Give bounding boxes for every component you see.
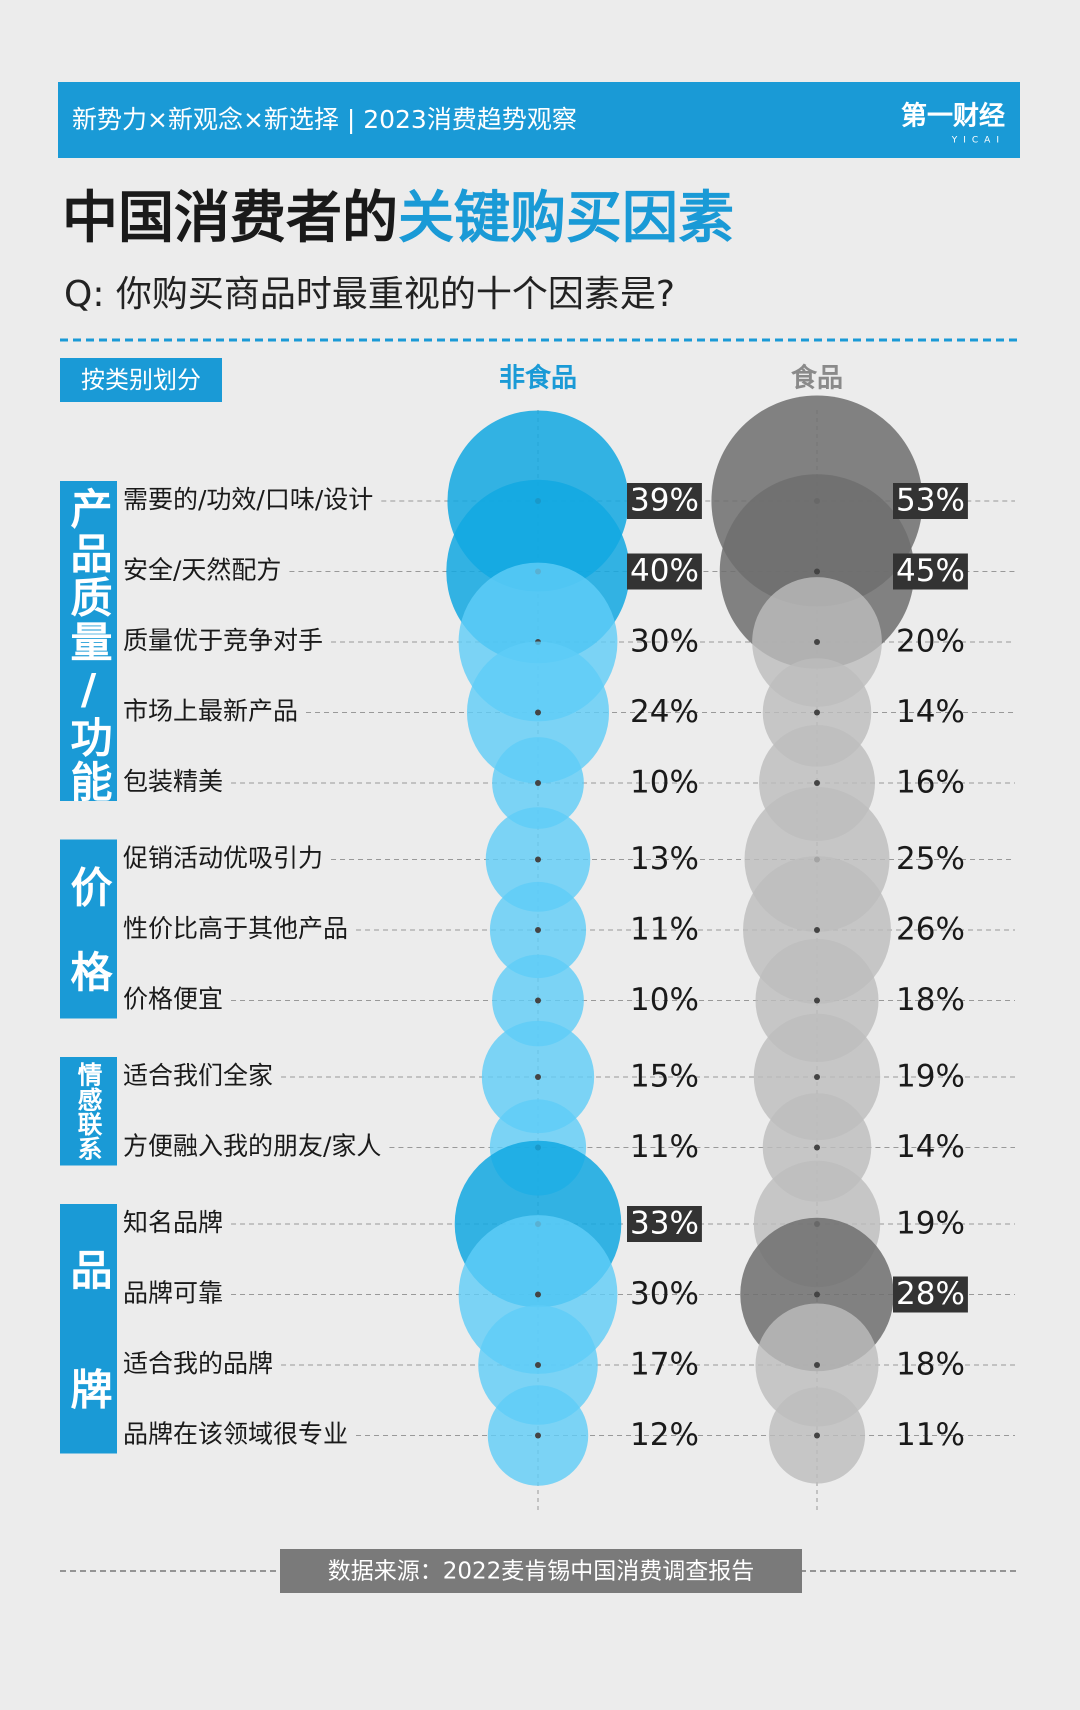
center-dot xyxy=(814,927,820,933)
center-dot xyxy=(814,1074,820,1080)
source-box xyxy=(280,1549,802,1593)
tag: 按类别划分 xyxy=(81,366,201,394)
center-dot xyxy=(535,780,541,786)
value-label: 12% xyxy=(630,1417,699,1453)
value-label-bg xyxy=(893,483,968,519)
category-label: 市场上最新产品 xyxy=(123,697,298,726)
value-label-bg xyxy=(893,1276,968,1313)
category-label: 促销活动优吸引力 xyxy=(123,844,323,873)
bubbles xyxy=(446,395,923,1486)
group-label: 产品质量/功能 xyxy=(64,487,113,804)
header-tagline: 新势力×新观念×新选择 | 2023消费趋势观察 xyxy=(72,105,577,134)
group-bar xyxy=(60,839,117,1019)
value-label: 10% xyxy=(630,765,699,801)
source: 数据来源：2022麦肯锡中国消费调查报告 xyxy=(328,1559,755,1585)
category-label: 适合我们全家 xyxy=(123,1061,273,1090)
category-label: 安全/天然配方 xyxy=(123,556,281,585)
center-dot xyxy=(814,1144,820,1151)
value-label: 13% xyxy=(630,841,699,877)
center-dot xyxy=(535,856,541,863)
group-label: 品牌 xyxy=(64,1248,113,1488)
value-label-bg xyxy=(627,1206,702,1242)
value-label: 16% xyxy=(896,765,965,801)
subtitle: Q: 你购买商品时最重视的十个因素是? xyxy=(64,274,675,315)
group-bar xyxy=(60,1204,117,1454)
center-dot xyxy=(535,927,541,933)
category-label: 品牌可靠 xyxy=(123,1279,223,1308)
center-dot xyxy=(814,709,820,716)
group-label: 价格 xyxy=(64,866,113,1035)
value-label: 15% xyxy=(630,1059,699,1095)
logo-sub: YICAI xyxy=(951,136,1005,146)
tag-box xyxy=(60,358,222,402)
value-label-bg xyxy=(627,553,702,590)
value-label: 11% xyxy=(630,1129,699,1165)
center-dot xyxy=(535,709,541,716)
header-bar xyxy=(58,82,1020,158)
group-label: 情感联系 xyxy=(74,1062,103,1161)
value-label: 19% xyxy=(896,1059,965,1095)
chart-title: 中国消费者的关键购买因素 xyxy=(62,186,734,251)
group-bar xyxy=(60,481,117,801)
category-label: 需要的/功效/口味/设计 xyxy=(123,485,373,514)
value-label: 30% xyxy=(630,624,699,660)
category-label: 质量优于竞争对手 xyxy=(123,626,323,655)
value-label: 39% xyxy=(630,483,699,519)
value-label: 18% xyxy=(896,982,965,1018)
category-label: 价格便宜 xyxy=(123,985,223,1014)
value-label: 53% xyxy=(896,483,965,519)
value-label: 28% xyxy=(896,1276,965,1312)
category-label: 品牌在该领域很专业 xyxy=(123,1420,348,1449)
column-header: 非食品 xyxy=(499,363,577,394)
center-dot xyxy=(814,568,820,575)
title-part: 中国消费者的 xyxy=(62,186,398,251)
value-label: 11% xyxy=(896,1417,965,1453)
center-dot xyxy=(814,1291,820,1298)
value-label-bg xyxy=(893,553,968,590)
value-label: 14% xyxy=(896,1129,965,1165)
value-label: 11% xyxy=(630,912,699,948)
center-dot xyxy=(814,780,820,786)
category-label: 包装精美 xyxy=(123,767,223,796)
value-label: 18% xyxy=(896,1347,965,1383)
title-part: 关键购买因素 xyxy=(398,186,734,251)
category-label: 方便融入我的朋友/家人 xyxy=(123,1132,381,1161)
center-dot xyxy=(814,1362,820,1368)
center-dot xyxy=(814,997,820,1004)
center-dot xyxy=(814,1432,820,1439)
value-label: 24% xyxy=(630,694,699,730)
center-dot xyxy=(535,1432,541,1439)
center-dot xyxy=(814,639,820,645)
category-label: 知名品牌 xyxy=(123,1208,223,1237)
column-header: 食品 xyxy=(791,363,843,394)
logo: 第一财经 xyxy=(901,101,1005,132)
category-label: 性价比高于其他产品 xyxy=(123,914,348,943)
center-dot xyxy=(535,997,541,1004)
category-label: 适合我的品牌 xyxy=(123,1349,273,1378)
group-bar xyxy=(60,1057,117,1166)
value-label: 19% xyxy=(896,1206,965,1242)
value-label: 10% xyxy=(630,982,699,1018)
value-label: 45% xyxy=(896,553,965,589)
value-label: 25% xyxy=(896,841,965,877)
center-dot xyxy=(535,1074,541,1080)
value-label: 14% xyxy=(896,694,965,730)
value-label: 40% xyxy=(630,553,699,589)
value-label-bg xyxy=(627,483,702,519)
value-label: 20% xyxy=(896,624,965,660)
value-label: 26% xyxy=(896,912,965,948)
value-label: 30% xyxy=(630,1276,699,1312)
center-dot xyxy=(535,1291,541,1298)
value-label: 17% xyxy=(630,1347,699,1383)
value-label: 33% xyxy=(630,1206,699,1242)
center-dot xyxy=(535,1362,541,1368)
